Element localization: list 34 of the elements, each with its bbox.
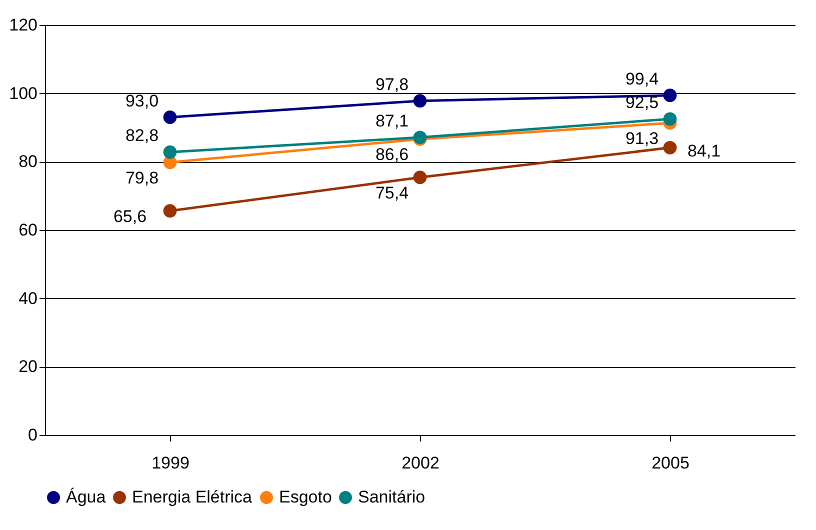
data-label: 92,5: [625, 92, 659, 112]
point: [413, 170, 427, 184]
point: [163, 204, 177, 218]
y-tick-label: 100: [9, 84, 38, 103]
point: [663, 88, 677, 102]
legend-label: Esgoto: [279, 488, 332, 507]
x-tick-label: 2002: [402, 454, 440, 472]
y-tick-label: 20: [18, 357, 38, 376]
data-label: 99,4: [625, 69, 659, 88]
point: [663, 140, 677, 154]
data-label: 65,6: [113, 206, 147, 226]
y-tick-label: 40: [18, 288, 38, 308]
data-label: 91,3: [625, 129, 659, 148]
y-tick-label: 80: [18, 152, 38, 172]
legend-label: Energia Elétrica: [132, 488, 253, 507]
data-label: 75,4: [375, 183, 409, 202]
data-label: 86,6: [375, 145, 409, 164]
x-tick-label: 2005: [652, 454, 690, 472]
x-tick-label: 1999: [152, 454, 190, 472]
data-label: 79,8: [125, 168, 159, 188]
legend-label: Sanitário: [358, 488, 426, 507]
data-label: 93,0: [125, 91, 159, 110]
point: [163, 145, 177, 159]
data-label: 84,1: [687, 142, 721, 161]
y-tick-label: 120: [9, 16, 38, 34]
point: [663, 112, 677, 126]
legend-label: Água: [66, 488, 106, 507]
data-label: 82,8: [125, 126, 159, 146]
data-label: 87,1: [375, 111, 409, 130]
y-tick-label: 60: [18, 220, 38, 240]
point: [413, 94, 427, 108]
data-label: 97,8: [375, 74, 409, 94]
y-tick-label: 0: [28, 426, 38, 444]
point: [163, 110, 177, 124]
